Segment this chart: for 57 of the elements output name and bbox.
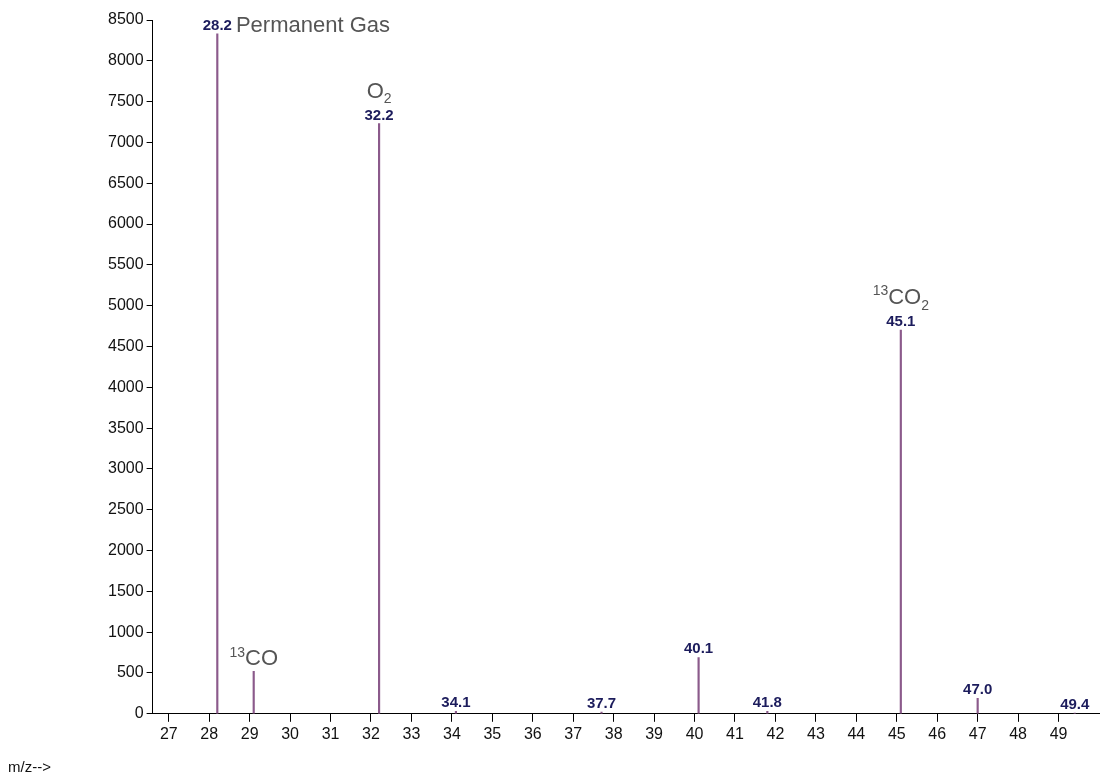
y-tick-label: 8000 xyxy=(108,51,144,69)
y-tick-label: 1000 xyxy=(108,622,144,640)
x-tick-label: 41 xyxy=(726,724,744,742)
x-tick-label: 34 xyxy=(442,724,461,742)
annotation: 45.1 xyxy=(886,312,916,330)
annotation: 41.8 xyxy=(752,693,782,711)
y-tick-label: 2500 xyxy=(108,500,144,518)
bar xyxy=(252,671,255,714)
bar xyxy=(216,33,219,714)
x-tick-label: 40 xyxy=(685,724,704,742)
y-tick-label: 1500 xyxy=(108,581,144,599)
x-tick-label: 30 xyxy=(281,724,300,742)
y-tick-label: 7000 xyxy=(108,132,144,150)
x-tick-label: 29 xyxy=(240,724,259,742)
y-tick-label: 8500 xyxy=(108,10,144,28)
annotation: 40.1 xyxy=(684,639,714,657)
x-tick-label: 37 xyxy=(564,724,583,742)
x-tick-label: 42 xyxy=(766,724,785,742)
y-tick-label: 2000 xyxy=(108,540,144,558)
annotation: 32.2 xyxy=(364,105,394,123)
x-tick-label: 36 xyxy=(523,724,542,742)
y-tick-label: 4500 xyxy=(108,336,144,354)
y-tick-label: 6500 xyxy=(108,173,144,191)
x-tick-label: 33 xyxy=(402,724,421,742)
x-tick-label: 27 xyxy=(159,724,178,742)
y-tick-label: 500 xyxy=(116,663,144,681)
x-tick-label: 32 xyxy=(362,724,380,742)
x-tick-label: 28 xyxy=(200,724,219,742)
y-tick-label: 3000 xyxy=(108,459,144,477)
x-axis-title: m/z--> xyxy=(8,758,52,775)
bar xyxy=(899,329,902,714)
bar xyxy=(378,123,381,714)
y-tick-label: 4000 xyxy=(108,377,144,395)
y-tick-label: 7500 xyxy=(108,92,144,110)
x-tick-label: 44 xyxy=(847,724,866,742)
x-tick-label: 49 xyxy=(1049,724,1068,742)
y-tick-label: 0 xyxy=(134,704,144,722)
x-tick-label: 43 xyxy=(806,724,825,742)
x-tick-label: 48 xyxy=(1009,724,1028,742)
y-tick-label: 5500 xyxy=(108,255,144,273)
annotation: 37.7 xyxy=(586,694,617,712)
annotation: 47.0 xyxy=(963,680,993,698)
y-tick-label: 3500 xyxy=(108,418,144,436)
annotation: Permanent Gas xyxy=(235,11,390,37)
x-tick-label: 35 xyxy=(483,724,502,742)
annotation: 34.1 xyxy=(441,693,471,711)
annotation: 28.2 xyxy=(202,15,232,33)
x-tick-label: 46 xyxy=(928,724,947,742)
x-tick-label: 39 xyxy=(645,724,664,742)
annotation: 49.4 xyxy=(1060,694,1090,712)
x-tick-label: 45 xyxy=(887,724,906,742)
y-tick-label: 6000 xyxy=(108,214,144,232)
x-tick-label: 31 xyxy=(321,724,340,742)
bar xyxy=(697,657,700,714)
x-tick-label: 47 xyxy=(968,724,987,742)
y-tick-label: 5000 xyxy=(108,296,144,314)
x-tick-label: 38 xyxy=(604,724,623,742)
